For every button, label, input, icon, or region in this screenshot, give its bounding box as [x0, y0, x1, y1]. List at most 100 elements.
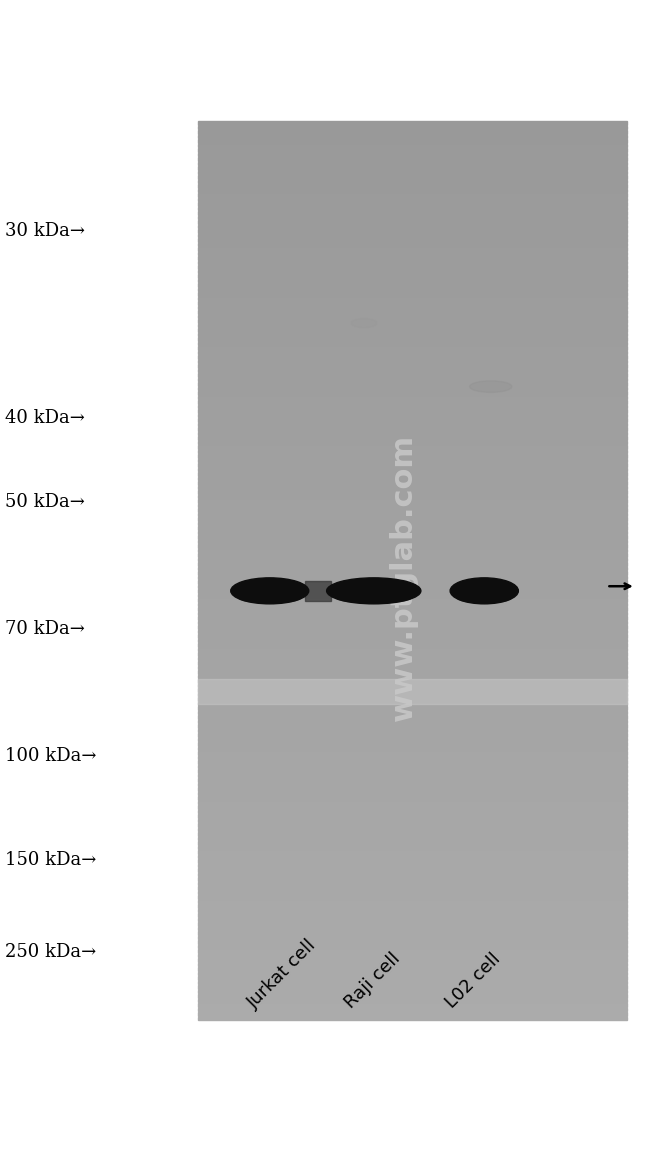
Bar — [198, 909, 627, 912]
Bar — [198, 130, 627, 134]
Bar — [198, 306, 627, 309]
Bar — [198, 697, 627, 700]
Bar — [198, 683, 627, 687]
Bar — [198, 815, 627, 818]
Bar — [198, 953, 627, 957]
Bar — [198, 315, 627, 319]
Bar — [198, 860, 627, 863]
Bar — [305, 580, 332, 601]
Bar — [198, 661, 627, 665]
Bar — [198, 441, 627, 444]
Bar — [198, 526, 627, 530]
Bar — [198, 185, 627, 187]
Bar — [198, 896, 627, 899]
Bar — [198, 512, 627, 516]
Bar — [198, 882, 627, 885]
Bar — [198, 328, 627, 331]
Bar — [198, 310, 627, 314]
Bar — [198, 792, 627, 795]
Bar — [198, 144, 627, 147]
Bar — [198, 666, 627, 669]
Text: Jurkat cell: Jurkat cell — [244, 936, 320, 1012]
Bar — [198, 585, 627, 589]
Bar — [198, 220, 627, 224]
Bar — [198, 455, 627, 457]
Bar — [198, 711, 627, 714]
Text: 40 kDa→: 40 kDa→ — [5, 409, 85, 427]
Bar — [198, 166, 627, 170]
Bar — [198, 175, 627, 179]
Bar — [198, 180, 627, 183]
Bar — [198, 917, 627, 921]
Bar — [198, 256, 627, 260]
Bar — [198, 927, 627, 930]
Bar — [198, 234, 627, 237]
Bar — [198, 242, 627, 246]
Bar — [198, 576, 627, 579]
Ellipse shape — [326, 578, 421, 604]
Bar — [198, 202, 627, 205]
Bar — [198, 531, 627, 534]
Bar — [198, 549, 627, 552]
Bar — [198, 850, 627, 854]
Bar — [198, 612, 627, 615]
Bar — [198, 193, 627, 196]
Bar — [198, 962, 627, 966]
Bar — [198, 418, 627, 421]
Bar — [198, 986, 627, 989]
Bar — [198, 238, 627, 241]
Bar — [198, 225, 627, 228]
Bar — [198, 602, 627, 606]
Bar — [198, 377, 627, 381]
Bar — [198, 733, 627, 736]
Bar — [198, 405, 627, 409]
Bar — [198, 837, 627, 840]
Bar — [198, 422, 627, 426]
Bar — [198, 162, 627, 165]
Bar — [198, 365, 627, 367]
Bar — [198, 230, 627, 233]
Bar — [198, 332, 627, 336]
Bar — [198, 495, 627, 499]
Bar — [198, 504, 627, 507]
Bar — [198, 945, 627, 949]
Bar — [198, 135, 627, 138]
Bar — [198, 216, 627, 219]
Bar — [198, 616, 627, 620]
Bar — [198, 553, 627, 556]
Bar — [198, 706, 627, 710]
Bar — [198, 657, 627, 660]
Bar — [198, 976, 627, 980]
Bar — [198, 467, 627, 471]
Bar — [198, 360, 627, 364]
Bar — [198, 688, 627, 691]
Bar — [198, 270, 627, 273]
Text: L02 cell: L02 cell — [442, 950, 504, 1012]
Ellipse shape — [351, 319, 377, 328]
Bar — [198, 477, 627, 480]
Bar — [198, 346, 627, 350]
Bar — [198, 936, 627, 939]
Bar — [198, 877, 627, 881]
Bar — [198, 827, 627, 831]
Bar — [198, 571, 627, 575]
Bar — [198, 967, 627, 971]
Bar — [198, 778, 627, 781]
Bar — [198, 126, 627, 129]
Bar — [198, 680, 627, 683]
Bar — [198, 900, 627, 904]
Bar — [198, 747, 627, 750]
Bar — [198, 265, 627, 269]
Bar — [198, 140, 627, 143]
Bar — [198, 941, 627, 944]
Bar — [198, 580, 627, 584]
Bar — [198, 635, 627, 637]
Bar — [198, 770, 627, 773]
Bar — [198, 647, 627, 651]
Bar — [198, 351, 627, 354]
Bar — [198, 450, 627, 454]
Bar — [198, 751, 627, 755]
Bar — [198, 715, 627, 719]
Bar — [198, 261, 627, 264]
Bar — [198, 630, 627, 634]
